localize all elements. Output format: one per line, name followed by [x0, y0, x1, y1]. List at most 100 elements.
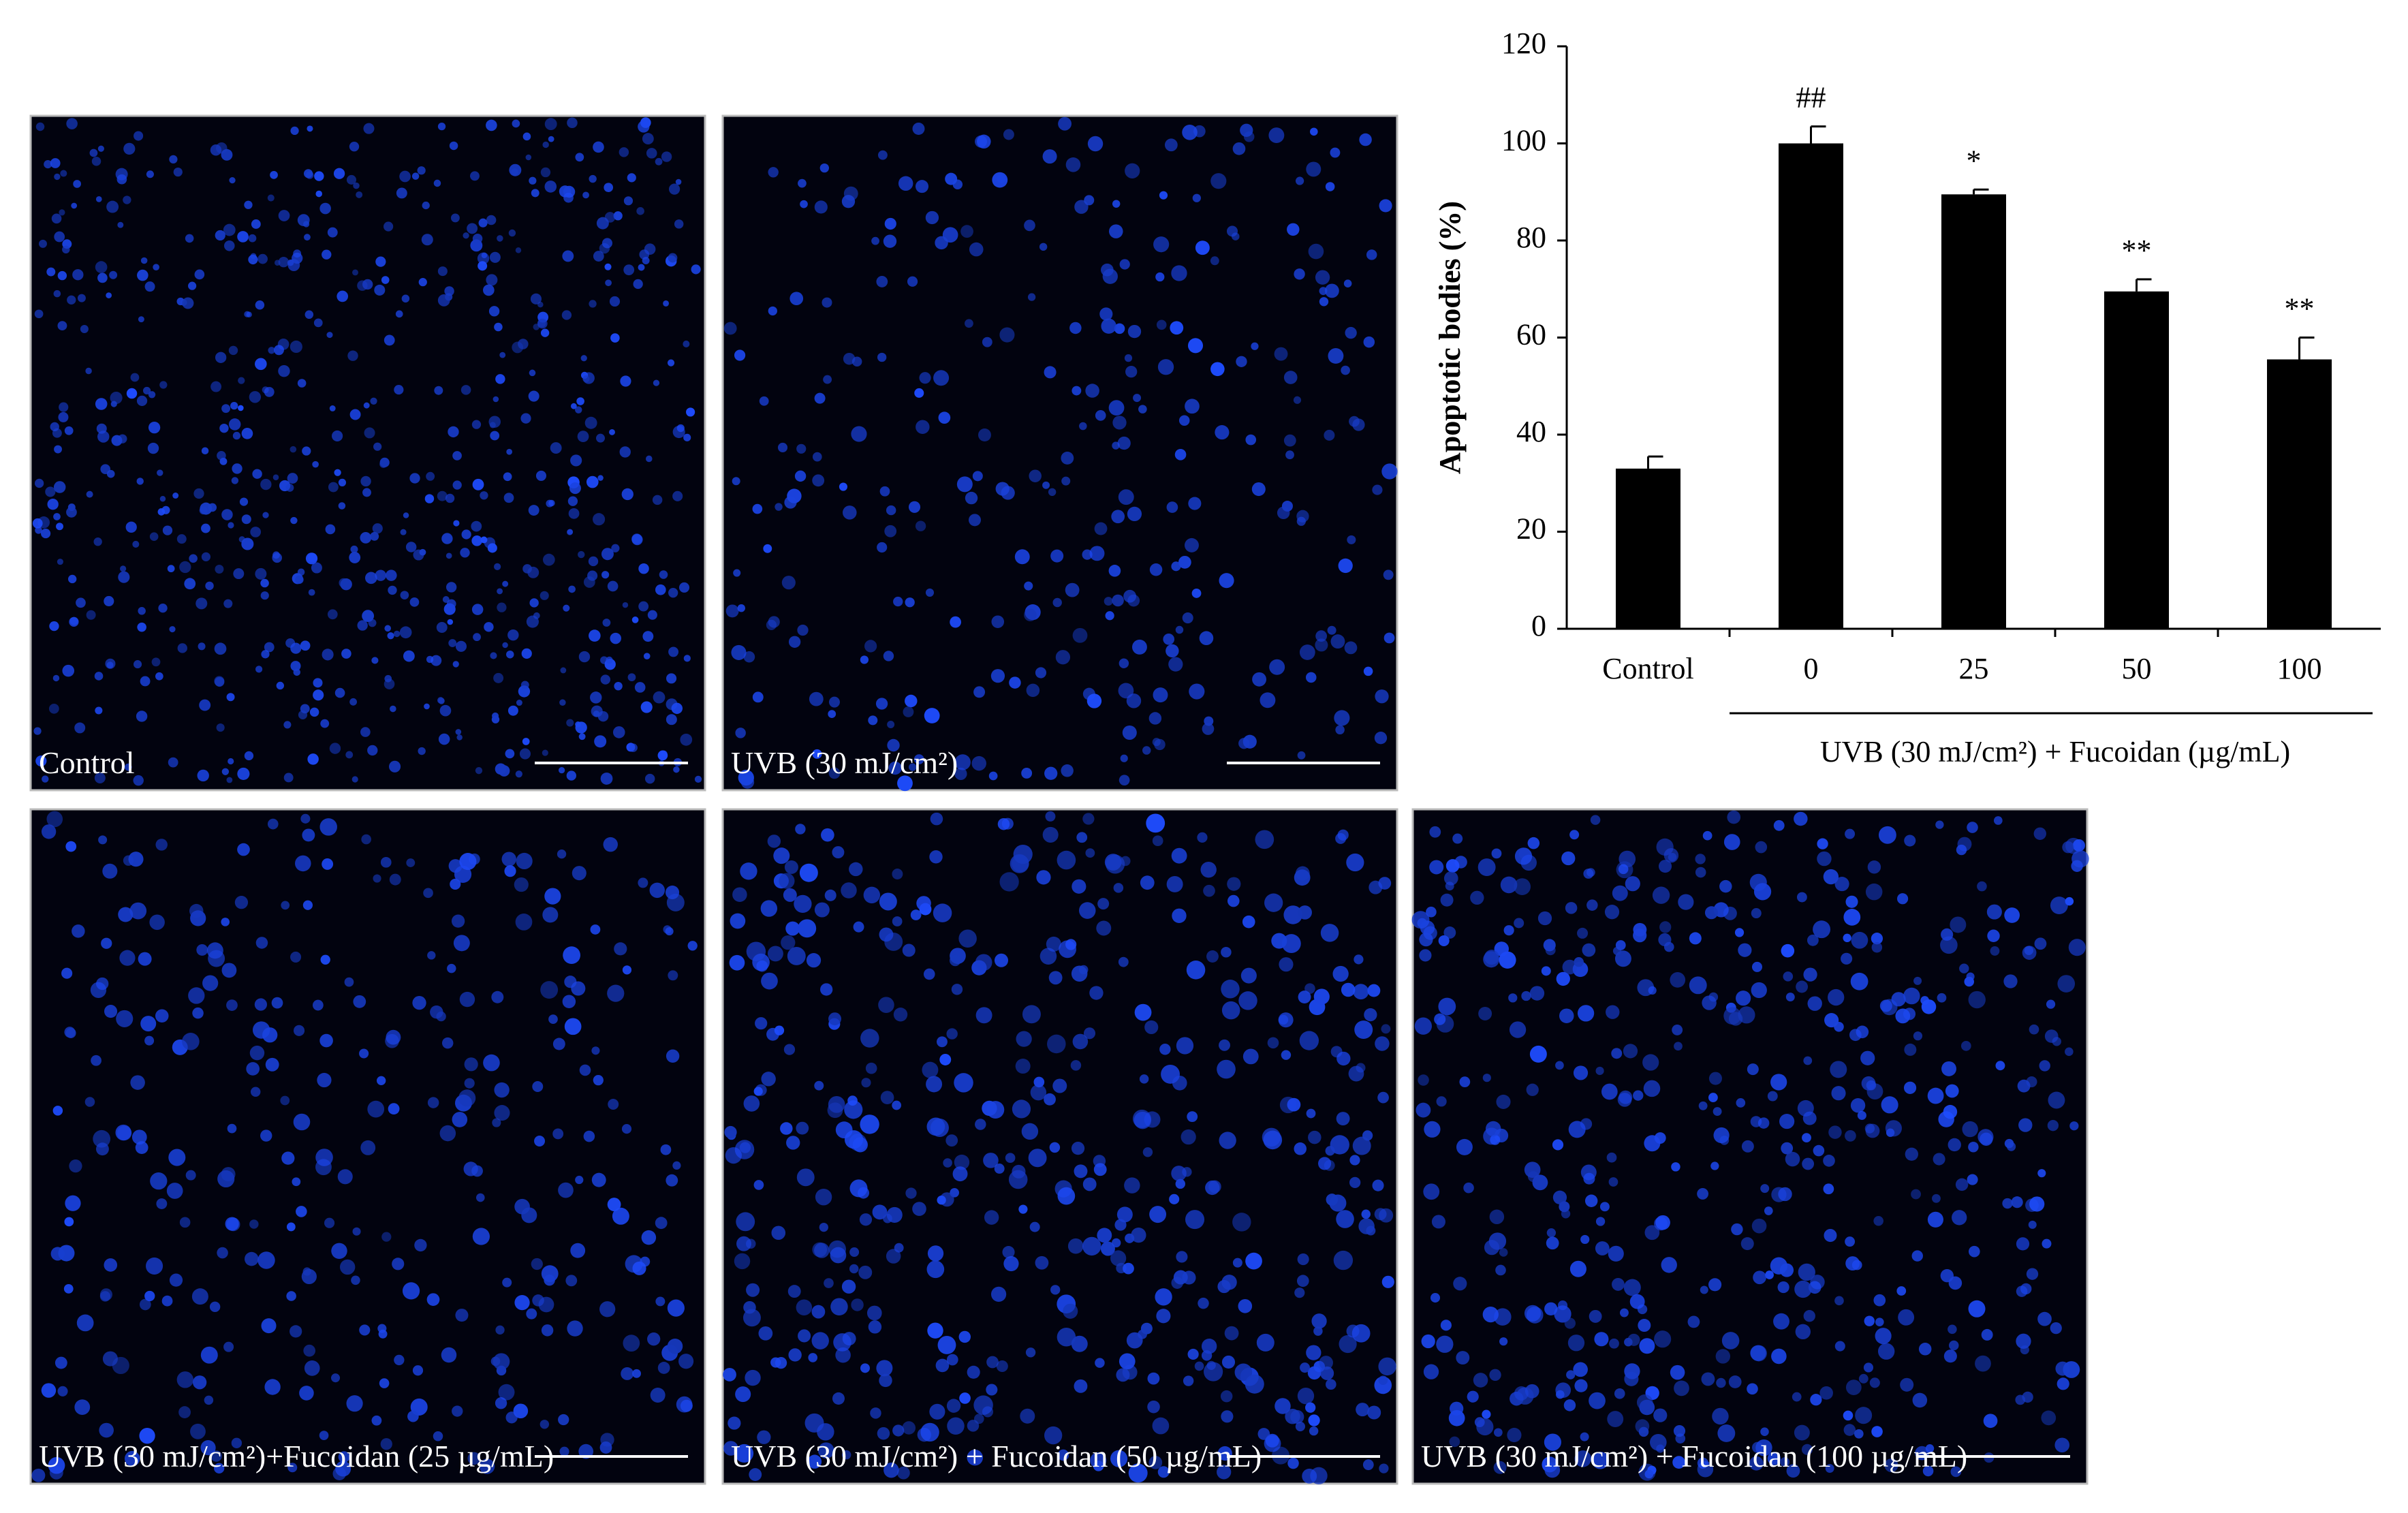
- cell-nucleus: [120, 565, 127, 572]
- cell-nucleus: [456, 734, 463, 740]
- cell-nucleus: [144, 281, 155, 292]
- cell-nucleus: [423, 888, 433, 899]
- cell-nucleus: [926, 1117, 945, 1136]
- cell-nucleus: [552, 1128, 564, 1140]
- cell-nucleus: [631, 617, 639, 623]
- cell-nucleus: [1157, 359, 1174, 375]
- cell-nucleus: [313, 678, 323, 688]
- cell-nucleus: [1348, 1065, 1364, 1082]
- cell-nucleus: [238, 377, 245, 384]
- cell-nucleus: [349, 698, 358, 706]
- cell-nucleus: [736, 1212, 755, 1232]
- cell-nucleus: [1359, 133, 1372, 146]
- cell-nucleus: [1452, 833, 1463, 844]
- cell-nucleus: [447, 963, 456, 973]
- cell-nucleus: [153, 264, 159, 271]
- cell-nucleus: [858, 1265, 873, 1279]
- cell-nucleus: [622, 602, 629, 608]
- cell-nucleus: [1604, 905, 1620, 920]
- cell-nucleus: [394, 1354, 405, 1366]
- cell-nucleus: [1445, 859, 1460, 873]
- significance-label: **: [2122, 234, 2152, 267]
- cell-nucleus: [296, 1206, 307, 1217]
- cell-nucleus: [185, 234, 194, 243]
- cell-nucleus: [2020, 1345, 2029, 1355]
- cell-nucleus: [1771, 1187, 1787, 1202]
- cell-nucleus: [223, 599, 233, 608]
- cell-nucleus: [1956, 844, 1967, 856]
- cell-nucleus: [1153, 236, 1170, 253]
- cell-nucleus: [267, 818, 279, 830]
- cell-nucleus: [647, 610, 657, 620]
- cell-nucleus: [860, 1114, 879, 1134]
- cell-nucleus: [1172, 908, 1187, 923]
- cell-nucleus: [1751, 907, 1762, 919]
- cell-nucleus: [299, 1386, 314, 1401]
- cell-nucleus: [1315, 270, 1330, 285]
- cell-nucleus: [1854, 1429, 1864, 1439]
- cell-nucleus: [1661, 1257, 1677, 1273]
- cell-nucleus: [1671, 1162, 1680, 1172]
- cell-nucleus: [621, 1367, 634, 1380]
- cell-nucleus: [552, 1038, 565, 1050]
- cell-nucleus: [638, 264, 645, 271]
- cell-nucleus: [1299, 644, 1315, 660]
- cell-nucleus: [566, 770, 576, 781]
- cell-nucleus: [1112, 594, 1124, 607]
- cell-nucleus: [2015, 1394, 2026, 1405]
- cell-nucleus: [389, 873, 401, 886]
- cell-nucleus: [843, 505, 857, 520]
- cell-nucleus: [1913, 976, 1922, 985]
- cell-nucleus: [142, 386, 151, 395]
- cell-nucleus: [515, 914, 533, 931]
- cell-nucleus: [396, 187, 407, 199]
- cell-nucleus: [540, 1420, 550, 1429]
- cell-nucleus: [1695, 867, 1706, 878]
- cell-nucleus: [1582, 943, 1596, 957]
- cell-nucleus: [227, 1123, 237, 1134]
- cell-nucleus: [264, 642, 275, 653]
- cell-nucleus: [417, 166, 426, 175]
- cell-nucleus: [54, 445, 62, 454]
- cell-nucleus: [680, 733, 693, 746]
- cell-nucleus: [76, 597, 86, 608]
- cell-nucleus: [274, 345, 284, 356]
- cell-nucleus: [1719, 879, 1732, 893]
- cell-nucleus: [1205, 1180, 1220, 1196]
- cell-nucleus: [325, 524, 336, 535]
- cell-nucleus: [2062, 841, 2074, 854]
- cell-nucleus: [116, 174, 127, 185]
- panel-background: [721, 114, 1398, 792]
- cell-nucleus: [1148, 712, 1162, 725]
- cell-nucleus: [503, 472, 512, 482]
- cell-nucleus: [990, 669, 1005, 683]
- cell-nucleus: [261, 650, 270, 659]
- cell-nucleus: [42, 775, 49, 783]
- cell-nucleus: [516, 700, 522, 706]
- cell-nucleus: [977, 134, 991, 149]
- cell-nucleus: [99, 1288, 112, 1301]
- cell-nucleus: [1589, 1392, 1606, 1409]
- cell-nucleus: [480, 536, 488, 544]
- cell-nucleus: [1144, 1111, 1161, 1128]
- cell-nucleus: [95, 261, 108, 273]
- cell-nucleus: [159, 381, 168, 389]
- cell-nucleus: [250, 527, 262, 537]
- error-bar: [2136, 278, 2152, 292]
- significance-label: **: [2285, 292, 2315, 326]
- cell-nucleus: [197, 769, 209, 782]
- cell-nucleus: [123, 855, 134, 866]
- cell-nucleus: [521, 648, 532, 659]
- cell-nucleus: [313, 318, 323, 328]
- cell-nucleus: [1125, 365, 1138, 378]
- cell-nucleus: [954, 754, 971, 770]
- cell-nucleus: [271, 997, 283, 1009]
- cell-nucleus: [1336, 1051, 1351, 1066]
- y-tick-label: 80: [1516, 221, 1546, 254]
- cell-nucleus: [1074, 200, 1089, 214]
- cell-nucleus: [445, 552, 452, 559]
- cell-nucleus: [493, 672, 504, 683]
- cell-nucleus: [632, 1369, 641, 1378]
- cell-nucleus: [1795, 1324, 1811, 1340]
